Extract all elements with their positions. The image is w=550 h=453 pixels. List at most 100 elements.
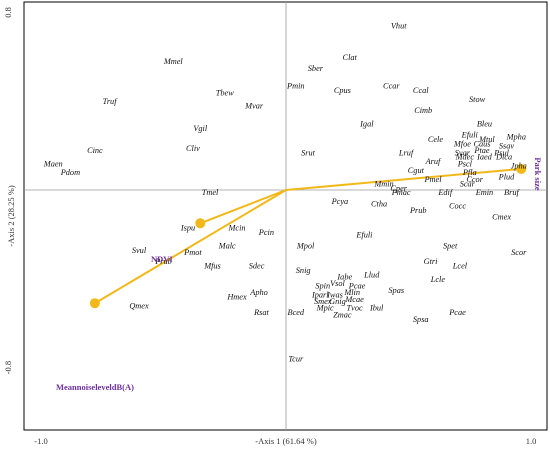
species-label: Mmel [163, 57, 184, 66]
vector-head [89, 298, 100, 309]
species-label: Mcin [227, 224, 245, 233]
tick-labels: -1.0 1.0 0.8 -0.8 [3, 7, 536, 446]
species-label: Ccal [413, 86, 429, 95]
species-label: Ptae [473, 146, 490, 155]
environment-vectors [89, 163, 527, 309]
species-label: Prub [154, 257, 172, 266]
species-label: Llud [363, 270, 380, 279]
y-tick-label: 0.8 [3, 7, 13, 18]
species-label: Pcae [448, 308, 466, 317]
species-label: Ispu [180, 224, 195, 233]
species-label: Gnig [329, 297, 346, 306]
species-label: Pmin [286, 82, 305, 91]
species-label: Bruf [504, 188, 520, 197]
species-label: Maen [43, 159, 63, 168]
species-label: Pcya [331, 197, 349, 206]
species-label: Sdec [249, 261, 265, 270]
vector-label-park-size: Park size [533, 157, 543, 191]
species-label: Pcin [258, 228, 274, 237]
species-label: Tvoc [347, 304, 363, 313]
species-label: Mvar [244, 102, 264, 111]
species-label: Cmex [492, 213, 511, 222]
species-label: Iparl [311, 290, 329, 299]
vector-head [516, 163, 527, 174]
species-label: Scar [460, 179, 476, 188]
x-axis-title: -Axis 1 (61.64 %) [255, 436, 317, 446]
species-label: Mmin [373, 179, 393, 188]
species-label: Jpha [511, 162, 527, 171]
species-label: Efuli [355, 230, 373, 239]
species-label: Snig [296, 266, 311, 275]
species-points: Vhut Clat Sber Mmel Pmin Cpus Ccar Ccal Stow Tbew… [43, 22, 527, 364]
species-label: Aruf [425, 157, 442, 166]
species-label: Truf [103, 97, 119, 106]
species-label: Srut [301, 148, 316, 157]
vector-label-ndvi: NDVI [151, 254, 173, 264]
species-label: Ccar [383, 82, 400, 91]
species-label: Lcle [430, 275, 446, 284]
species-label: Dica [495, 153, 512, 162]
species-label: Edif [437, 188, 454, 197]
species-label: Mtul [478, 135, 495, 144]
species-label: Tbew [216, 88, 234, 97]
species-label: Spet [443, 242, 458, 251]
species-label: Gtri [424, 257, 439, 266]
species-label: Iabe [336, 273, 352, 282]
species-label: Zmac [333, 310, 352, 319]
y-axis-title: -Axis 2 (28.25 %) [6, 185, 16, 247]
species-label: Plud [498, 173, 516, 182]
species-label: Pmel [423, 175, 442, 184]
species-label: Efuli [461, 131, 479, 140]
species-label: Emin [475, 188, 494, 197]
species-label: Cpus [334, 86, 351, 95]
species-label: Tmel [202, 188, 219, 197]
species-label: Apho [249, 288, 268, 297]
species-label: Iaed [476, 153, 493, 162]
species-label: Scor [511, 248, 527, 257]
species-label: Psul [493, 148, 509, 157]
species-label: Clat [343, 53, 358, 62]
species-label: Pmac [391, 188, 411, 197]
species-label: Pscl [457, 159, 473, 168]
species-label: Mcae [344, 295, 364, 304]
species-label: Ibul [369, 304, 384, 313]
species-label: Bleu [477, 119, 492, 128]
plot-frame [23, 1, 548, 431]
species-label: Pdom [60, 168, 80, 177]
species-label: Caus [473, 139, 490, 148]
species-label: Pfla [462, 168, 477, 177]
species-label: Pcae [348, 281, 366, 290]
species-label: Cele [428, 135, 444, 144]
vector-arrow [285, 167, 522, 191]
species-label: Svar [455, 148, 471, 157]
y-tick-label: -0.8 [3, 361, 13, 374]
species-label: Stow [469, 95, 486, 104]
species-label: Bced [288, 308, 305, 317]
species-label: Iwas [326, 290, 343, 299]
species-label: Spsa [413, 315, 429, 324]
species-label: Vhut [391, 22, 407, 31]
species-label: Qmex [129, 301, 149, 310]
species-label: Cliv [186, 144, 200, 153]
species-label: Malc [218, 242, 236, 251]
species-label: Sber [308, 64, 324, 73]
vector-head [195, 218, 206, 229]
species-label: Mfus [203, 261, 221, 270]
species-label: Svul [132, 246, 147, 255]
species-label: Cper [390, 184, 407, 193]
vector-label-noise: MeannoiseleveldB(A) [56, 382, 134, 392]
vector-arrow [199, 189, 287, 225]
species-label: Ssav [499, 142, 515, 151]
species-label: Igal [359, 119, 374, 128]
species-label: Ctha [371, 199, 387, 208]
species-label: Vgil [193, 124, 208, 133]
species-label: Hmex [226, 293, 247, 302]
species-label: Smex [314, 297, 332, 306]
species-label: Mpol [296, 242, 315, 251]
species-label: Cimb [414, 106, 432, 115]
x-tick-label: -1.0 [34, 436, 47, 446]
species-label: Mlin [343, 288, 360, 297]
species-label: Vsol [330, 279, 345, 288]
species-label: Prub [409, 206, 427, 215]
